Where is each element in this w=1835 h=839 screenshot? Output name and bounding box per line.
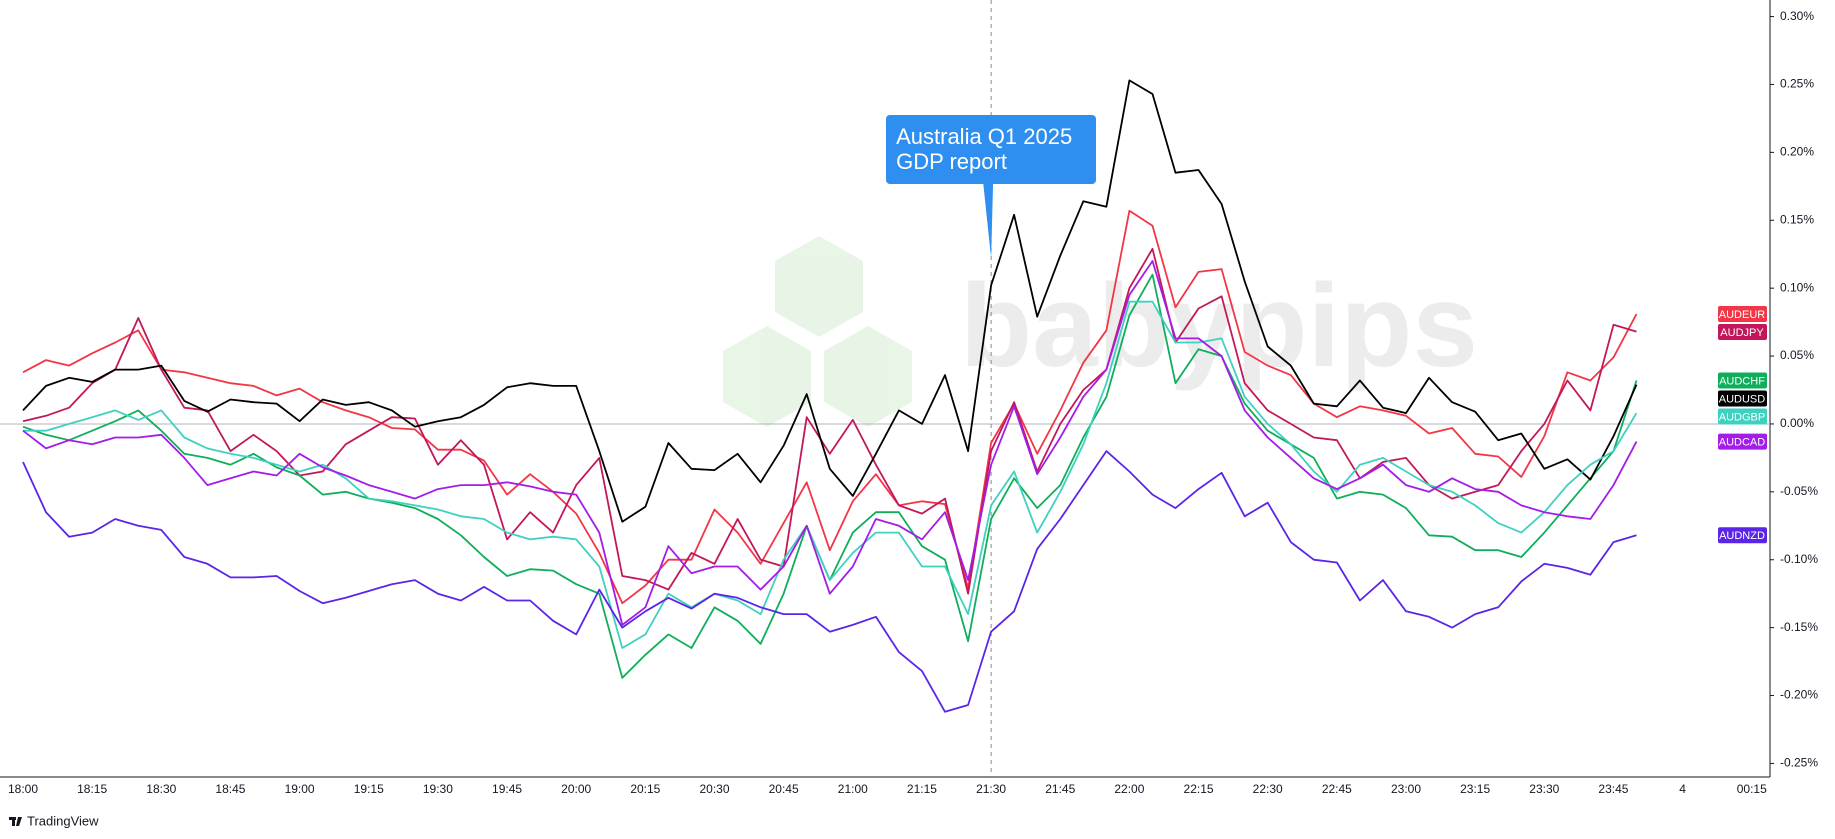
series-tag [1718, 433, 1767, 450]
series-tag [1718, 323, 1767, 340]
x-tick-label: 18:30 [146, 782, 176, 796]
x-tick-label: 20:00 [561, 782, 591, 796]
x-tick-label: 19:45 [492, 782, 522, 796]
series-line [22, 209, 1638, 605]
series-tag-label: AUDCAD [1719, 437, 1766, 449]
series-tag-label: AUDUSD [1719, 393, 1766, 405]
x-tick-label: 18:45 [215, 782, 245, 796]
series-tag [1718, 305, 1767, 322]
x-tick-label: 21:00 [838, 782, 868, 796]
x-tick-label: 22:30 [1253, 782, 1283, 796]
x-tick-label: 23:45 [1598, 782, 1628, 796]
y-tick-label: 0.30% [1780, 9, 1814, 23]
series-line [23, 300, 1638, 649]
y-tick-label: -0.15% [1780, 620, 1818, 634]
series-tag-label: AUDCHF [1719, 375, 1765, 387]
annotation: Australia Q1 2025 GDP report [886, 115, 1097, 184]
series-tag-label: AUDNZD [1719, 530, 1765, 542]
x-tick-label: 19:00 [285, 782, 315, 796]
y-tick-label: -0.25% [1780, 756, 1818, 770]
footer: TradingView [27, 813, 99, 828]
x-tick-label: 23:30 [1529, 782, 1559, 796]
watermark: babypips [960, 260, 1478, 392]
x-tick-label: 18:15 [77, 782, 107, 796]
y-tick-label: -0.20% [1780, 688, 1818, 702]
x-tick-label: 21:45 [1045, 782, 1075, 796]
x-tick-label: 21:15 [907, 782, 937, 796]
y-tick-label: 0.00% [1780, 416, 1814, 430]
x-tick-label: 20:45 [769, 782, 799, 796]
annotation-pointer [983, 182, 994, 258]
logo-watermark [723, 236, 912, 427]
x-tick-label: 23:00 [1391, 782, 1421, 796]
x-tick-label: 4 [1679, 782, 1686, 796]
y-tick-label: 0.15% [1780, 212, 1814, 226]
y-tick-label: -0.10% [1780, 552, 1818, 566]
series-line [22, 260, 1638, 626]
series-tag-label: AUDGBP [1719, 411, 1765, 423]
y-tick-label: 0.20% [1780, 145, 1814, 159]
x-tick-label: 21:30 [976, 782, 1006, 796]
x-tick-label: 20:15 [630, 782, 660, 796]
x-tick-label: 22:15 [1184, 782, 1214, 796]
series-tag [1718, 527, 1767, 544]
x-tick-label: 23:15 [1460, 782, 1490, 796]
footer-logo [9, 817, 22, 826]
series-tag [1718, 408, 1767, 425]
y-tick-label: 0.25% [1780, 77, 1814, 91]
x-tick-label: 22:45 [1322, 782, 1352, 796]
series-tag [1718, 372, 1767, 389]
x-tick-label: 19:15 [354, 782, 384, 796]
series-tag-label: AUDEUR [1719, 309, 1766, 321]
x-tick-label: 22:00 [1114, 782, 1144, 796]
x-tick-label: 00:15 [1737, 782, 1767, 796]
x-tick-label: 18:00 [8, 782, 38, 796]
series-tag [1718, 390, 1767, 407]
series-tag-label: AUDJPY [1720, 327, 1764, 339]
series-line [22, 450, 1637, 713]
x-tick-label: 19:30 [423, 782, 453, 796]
y-tick-label: 0.05% [1780, 348, 1814, 362]
series-line [22, 79, 1638, 523]
x-tick-label: 20:30 [699, 782, 729, 796]
y-tick-label: 0.10% [1780, 280, 1814, 294]
y-tick-label: -0.05% [1780, 484, 1818, 498]
